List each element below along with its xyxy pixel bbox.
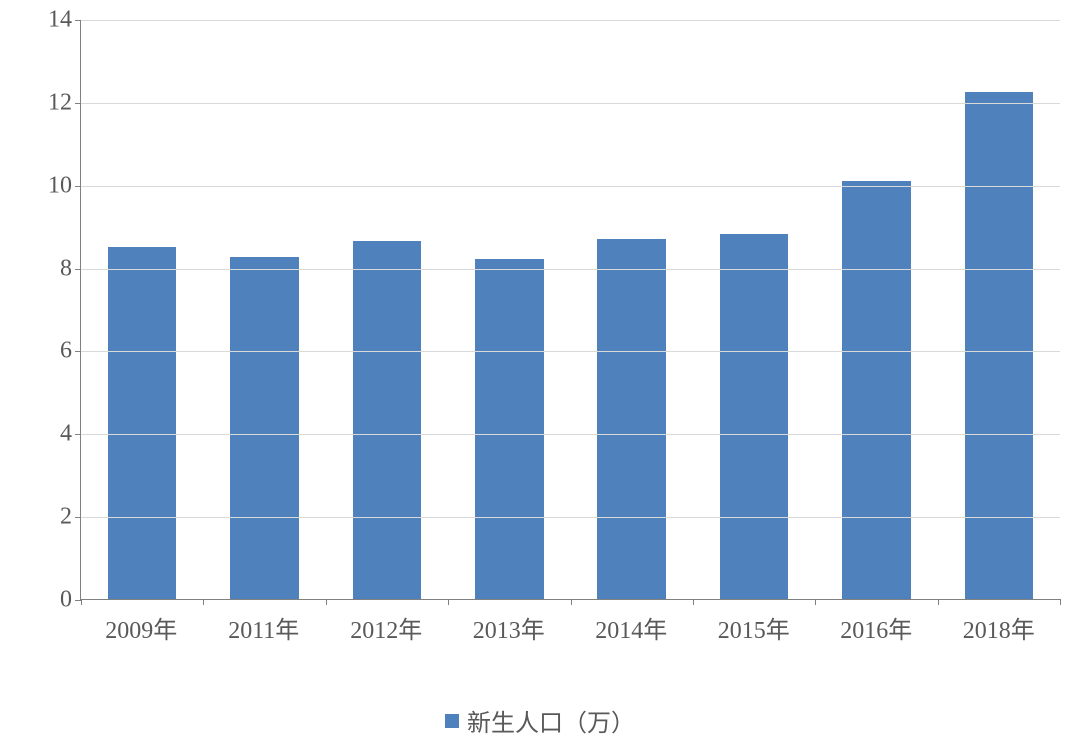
bar-slot [938, 20, 1060, 599]
x-tick-label: 2011年 [203, 610, 326, 645]
x-tick-label: 2016年 [815, 610, 938, 645]
y-tick-label: 0 [22, 587, 72, 614]
bar-slot [815, 20, 937, 599]
x-tick-label: 2013年 [448, 610, 571, 645]
x-tick-mark [571, 599, 572, 605]
x-tick-label: 2014年 [570, 610, 693, 645]
x-tick-mark [203, 599, 204, 605]
legend: 新生人口（万） [0, 703, 1080, 738]
x-tick-mark [938, 599, 939, 605]
x-tick-mark [326, 599, 327, 605]
y-tick-label: 4 [22, 421, 72, 448]
bar-slot [693, 20, 815, 599]
bar [475, 259, 544, 599]
legend-swatch [445, 714, 459, 728]
bar [842, 181, 911, 599]
bar [108, 247, 177, 599]
y-tick-label: 12 [22, 89, 72, 116]
x-axis-labels: 2009年2011年2012年2013年2014年2015年2016年2018年 [80, 610, 1060, 645]
bar-slot [326, 20, 448, 599]
x-tick-label: 2009年 [80, 610, 203, 645]
gridline [81, 20, 1060, 21]
gridline [81, 269, 1060, 270]
bar-slot [203, 20, 325, 599]
x-tick-mark [815, 599, 816, 605]
x-tick-label: 2015年 [693, 610, 816, 645]
bars-region [81, 20, 1060, 599]
x-tick-label: 2012年 [325, 610, 448, 645]
x-tick-mark [448, 599, 449, 605]
x-tick-mark [81, 599, 82, 605]
bar [353, 241, 422, 599]
x-tick-mark [1060, 599, 1061, 605]
y-tick-label: 6 [22, 338, 72, 365]
gridline [81, 434, 1060, 435]
bar-slot [448, 20, 570, 599]
plot-wrap: 02468101214 2009年2011年2012年2013年2014年201… [20, 20, 1060, 640]
gridline [81, 517, 1060, 518]
x-tick-label: 2018年 [938, 610, 1061, 645]
gridline [81, 351, 1060, 352]
y-axis: 02468101214 [20, 20, 80, 600]
gridline [81, 186, 1060, 187]
bar [597, 239, 666, 599]
y-tick-label: 8 [22, 255, 72, 282]
y-tick-label: 14 [22, 7, 72, 34]
bar [230, 257, 299, 599]
bar-chart: 02468101214 2009年2011年2012年2013年2014年201… [0, 0, 1080, 754]
bar-slot [571, 20, 693, 599]
legend-label: 新生人口（万） [467, 703, 635, 738]
x-tick-mark [693, 599, 694, 605]
plot-area [80, 20, 1060, 600]
bar [965, 92, 1034, 600]
gridline [81, 103, 1060, 104]
y-tick-label: 2 [22, 504, 72, 531]
bar-slot [81, 20, 203, 599]
bar [720, 234, 789, 599]
y-tick-label: 10 [22, 172, 72, 199]
